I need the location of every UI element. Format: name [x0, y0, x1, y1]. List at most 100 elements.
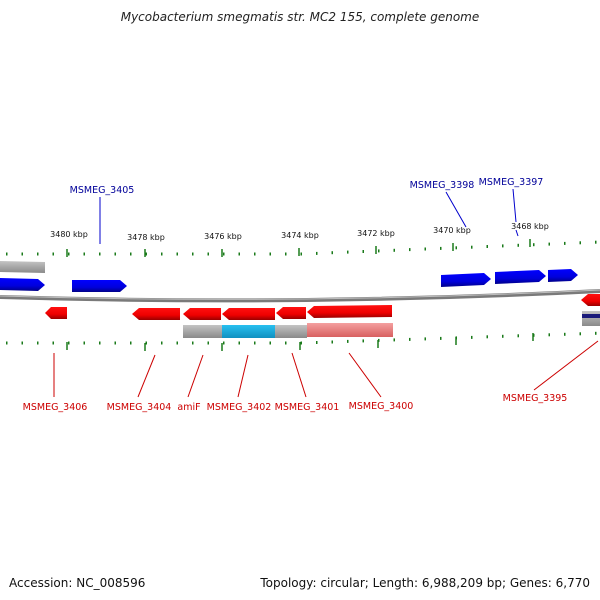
genome-backbone-highlight: [0, 289, 600, 300]
scale-tick-label: 3476 kbp: [204, 232, 242, 241]
gene-arrow-msmeg-3402[interactable]: [222, 308, 275, 320]
outer-tick-dots: [6, 240, 597, 256]
gene-label-amif[interactable]: amiF: [177, 402, 200, 413]
gene-arrow-msmeg-3405[interactable]: [72, 280, 127, 292]
minor-tick: [21, 252, 23, 256]
minor-tick: [517, 243, 519, 247]
minor-tick: [238, 252, 240, 256]
minor-tick: [145, 341, 147, 345]
minor-tick: [548, 333, 550, 337]
feature-segment-grey: [183, 325, 222, 338]
minor-tick: [130, 341, 132, 345]
minor-tick: [548, 242, 550, 246]
gene-arrow-msmeg-3398[interactable]: [495, 270, 546, 284]
feature-segment-navy: [582, 314, 600, 318]
gene-label-msmeg-3398[interactable]: MSMEG_3398: [410, 180, 475, 191]
minor-tick: [99, 341, 101, 345]
accession-text: Accession: NC_008596: [9, 576, 146, 590]
gene-arrow-plus[interactable]: [441, 273, 491, 287]
gene-label-msmeg-3406[interactable]: MSMEG_3406: [23, 402, 88, 413]
minor-tick: [331, 340, 333, 344]
minor-tick: [145, 252, 147, 256]
minor-tick: [52, 341, 54, 345]
minor-tick: [424, 337, 426, 341]
minor-tick: [83, 252, 85, 256]
minor-tick: [207, 252, 209, 256]
minor-tick: [502, 334, 504, 338]
minor-tick: [223, 341, 225, 345]
minor-tick: [130, 252, 132, 256]
gene-label-msmeg-3400[interactable]: MSMEG_3400: [349, 401, 414, 412]
leader-msmeg-3397: [512, 188, 517, 223]
minor-tick: [595, 240, 597, 244]
minor-tick: [409, 248, 411, 252]
gene-label-msmeg-3397[interactable]: MSMEG_3397: [479, 177, 544, 188]
minor-tick: [99, 252, 101, 256]
minor-tick: [192, 341, 194, 345]
minor-tick: [486, 335, 488, 339]
minor-tick: [393, 248, 395, 252]
minor-tick: [486, 245, 488, 248]
gene-label-msmeg-3402[interactable]: MSMEG_3402: [207, 402, 272, 413]
leader-msmeg-3397-b: [515, 229, 519, 237]
minor-tick: [285, 341, 287, 345]
minor-tick: [83, 341, 85, 345]
leader-amif: [187, 354, 204, 398]
gene-arrow-msmeg-3406[interactable]: [45, 307, 67, 319]
minor-tick: [223, 252, 225, 256]
label-leaders: [53, 188, 599, 398]
minor-tick: [37, 252, 39, 256]
minor-tick: [176, 341, 178, 345]
scale-tick-label: 3468 kbp: [511, 222, 549, 231]
gene-arrow-amif[interactable]: [183, 308, 221, 320]
minor-tick: [471, 335, 473, 339]
page-title: Mycobacterium smegmatis str. MC2 155, co…: [120, 10, 480, 24]
minus-gene-labels: MSMEG_3406 MSMEG_3404 amiF MSMEG_3402 MS…: [23, 393, 568, 413]
gene-arrow-msmeg-3395[interactable]: [581, 294, 600, 306]
minor-tick: [37, 341, 39, 345]
minor-tick: [595, 331, 597, 335]
minor-tick: [68, 252, 70, 256]
minor-tick: [316, 251, 318, 255]
minor-tick: [362, 339, 364, 343]
minor-tick: [362, 250, 364, 253]
minor-tick: [378, 249, 380, 253]
gene-label-msmeg-3404[interactable]: MSMEG_3404: [107, 402, 172, 413]
minor-tick: [114, 252, 116, 256]
minor-tick: [316, 341, 318, 344]
minor-tick: [300, 252, 302, 256]
gene-arrow-msmeg-3400[interactable]: [307, 305, 392, 318]
minor-tick: [424, 247, 426, 251]
minor-tick: [254, 252, 256, 256]
plus-strand-genes: [0, 269, 578, 292]
scale-tick-label: 3472 kbp: [357, 229, 395, 238]
gene-arrow-msmeg-3401[interactable]: [276, 307, 306, 319]
minor-tick: [300, 341, 302, 345]
feature-segment-cyan: [222, 325, 275, 338]
minor-tick: [393, 338, 395, 342]
gene-arrow-msmeg-3404[interactable]: [132, 308, 180, 320]
minor-tick: [176, 252, 178, 256]
feature-segment-grey: [582, 311, 600, 326]
gene-label-msmeg-3395[interactable]: MSMEG_3395: [503, 393, 568, 404]
scale-tick-label: 3480 kbp: [50, 230, 88, 239]
minor-tick: [161, 252, 163, 256]
minor-tick: [347, 250, 349, 254]
genome-backbone: [0, 289, 600, 303]
gene-label-msmeg-3405[interactable]: MSMEG_3405: [70, 185, 135, 196]
minor-tick: [6, 252, 8, 256]
leader-msmeg-3395: [533, 340, 599, 391]
minor-tick: [331, 251, 333, 255]
minor-tick: [52, 252, 54, 256]
minor-tick: [579, 332, 581, 336]
minor-tick: [269, 341, 271, 345]
minor-tick: [564, 332, 566, 336]
leader-msmeg-3398: [445, 191, 467, 228]
inner-feature-band: [183, 311, 600, 338]
scale-ticks: 3480 kbp 3478 kbp 3476 kbp 3474 kbp 3472…: [50, 222, 549, 351]
gene-label-msmeg-3401[interactable]: MSMEG_3401: [275, 402, 340, 413]
gene-arrow-plus[interactable]: [0, 278, 45, 291]
minor-tick: [207, 341, 209, 345]
gene-arrow-msmeg-3397[interactable]: [548, 269, 578, 282]
